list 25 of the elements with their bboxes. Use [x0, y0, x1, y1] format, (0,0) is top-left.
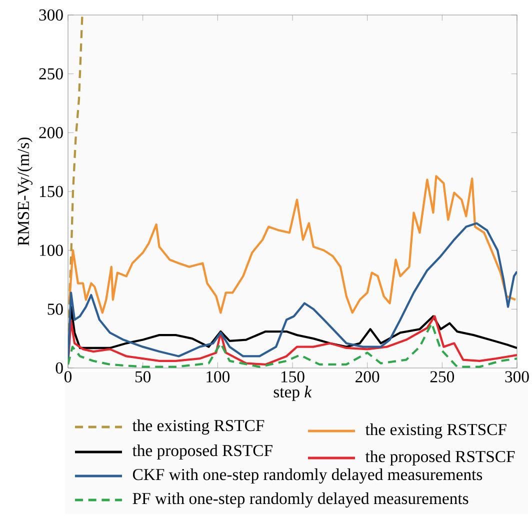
x-tick-label: 200 [356, 371, 380, 382]
legend-label: PF with one-step randomly delayed measurements [132, 492, 468, 508]
legend-label: the proposed RSTSCF [365, 450, 515, 466]
legend-label: the existing RSTCF [132, 419, 264, 435]
x-tick-label: 0 [64, 371, 72, 382]
x-tick-label: 150 [281, 371, 304, 382]
y-tick-label: 150 [40, 186, 63, 198]
x-tick-label: 250 [430, 371, 454, 382]
x-tick-label: 50 [135, 371, 151, 382]
line-series [68, 315, 518, 366]
y-tick-label: 250 [39, 68, 63, 80]
x-tick-label: 100 [206, 371, 230, 382]
y-axis-title: RMSE-Vy/(m/s) [17, 138, 32, 246]
legend-label: the proposed RSTCF [132, 444, 272, 460]
y-tick-label: 300 [39, 9, 63, 21]
y-tick-label: 0 [56, 362, 63, 374]
y-tick-label: 100 [40, 244, 63, 256]
legend-label: CKF with one-step randomly delayed measurements [132, 468, 482, 484]
y-tick-label: 50 [48, 304, 63, 315]
line-series [68, 322, 518, 368]
line-series [68, 175, 517, 314]
x-tick-label: 300 [505, 371, 529, 382]
x-axis-title: step k [274, 386, 312, 401]
y-tick-label: 200 [39, 127, 63, 138]
legend-label: the existing RSTSCF [365, 423, 506, 439]
